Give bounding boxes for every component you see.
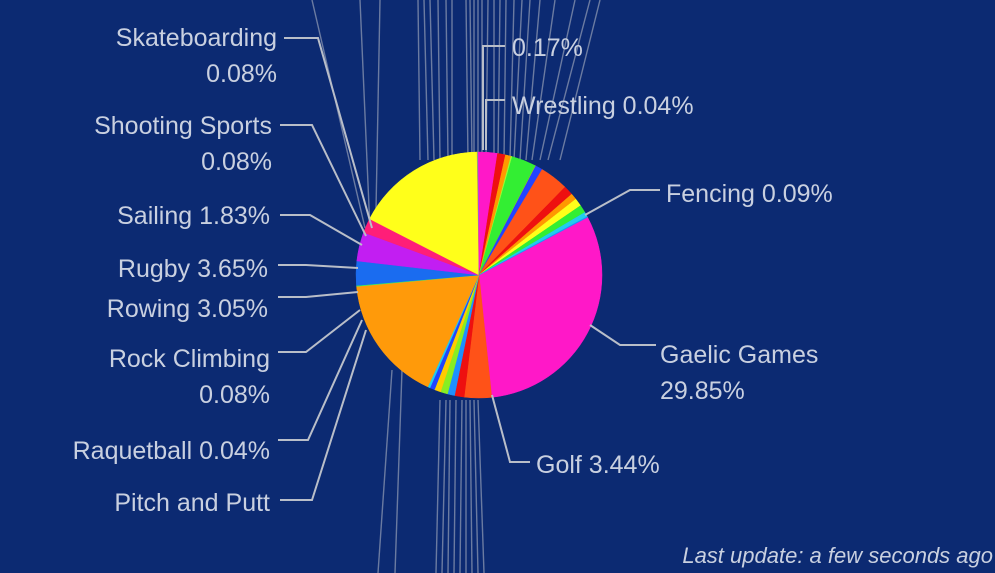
slice-label-gaelic-games: Gaelic Games 29.85%	[660, 337, 818, 409]
slice-label-name: Gaelic Games	[660, 341, 819, 369]
leader-line-skateboarding	[284, 37, 373, 229]
leader-line-rugby	[278, 264, 359, 269]
background-guide-line	[525, 0, 541, 161]
slice-label-golf: Golf 3.44%	[536, 451, 660, 479]
background-guide-line	[429, 0, 435, 161]
background-guide-line	[473, 399, 479, 573]
leader-line-rowing	[278, 291, 359, 298]
background-guide-line	[435, 399, 441, 573]
pie-slice-slice-8[interactable]	[356, 274, 480, 388]
leader-line-rock-climbing	[278, 309, 361, 353]
background-guide-line	[417, 0, 421, 161]
leader-line-wrestling	[485, 99, 505, 150]
background-guide-line	[497, 0, 501, 161]
background-guide-line	[437, 0, 441, 161]
leader-line-value-20	[482, 45, 505, 150]
slice-label-pitch-and-putt: Pitch and Putt	[114, 489, 270, 517]
slice-label-rugby: Rugby 3.65%	[117, 255, 268, 283]
slice-label-value: 0.08%	[201, 148, 272, 176]
background-guide-line	[539, 0, 576, 161]
background-guide-line	[453, 399, 457, 573]
slice-label-name: Rock Climbing	[108, 345, 270, 373]
background-guide-line	[359, 0, 371, 231]
background-guide-line	[377, 369, 393, 573]
slice-label-value: 29.85%	[660, 377, 745, 405]
label-leader-lines	[278, 37, 660, 501]
slice-label-shooting-sports: Shooting Sports 0.08%	[94, 108, 272, 180]
background-guide-line	[469, 0, 473, 161]
background-guide-line	[531, 0, 556, 161]
leader-line-raquetball	[278, 319, 363, 441]
background-guide-line	[447, 399, 451, 573]
background-guide-line	[375, 0, 381, 211]
slice-label-value: 0.08%	[199, 381, 270, 409]
slice-label-name: Skateboarding	[115, 24, 277, 52]
leader-line-shooting-sports	[280, 124, 367, 237]
background-guide-line	[311, 0, 366, 229]
background-guide-line	[469, 399, 473, 573]
slice-label-name: Shooting Sports	[94, 112, 272, 140]
leader-line-fencing	[584, 189, 660, 216]
pie-slice-gaelic-games[interactable]	[478, 216, 603, 398]
leader-line-sailing	[280, 214, 363, 246]
background-leader-lines	[311, 0, 601, 573]
slice-label-wrestling: Wrestling 0.04%	[512, 92, 694, 120]
background-guide-line	[465, 0, 469, 161]
background-guide-line	[519, 0, 531, 161]
leader-line-gaelic-games	[589, 324, 656, 346]
pie-slice-fencing[interactable]	[478, 216, 588, 276]
slice-label-rowing: Rowing 3.05%	[106, 295, 268, 323]
slice-label-skateboarding: Skateboarding 0.08%	[116, 20, 277, 92]
background-guide-line	[423, 0, 429, 161]
slice-label-rock-climbing: Rock Climbing 0.08%	[109, 341, 270, 413]
background-guide-line	[547, 0, 591, 161]
leader-line-pitch-and-putt	[280, 329, 367, 501]
background-guide-line	[445, 0, 449, 161]
slice-label-value-20: 0.17%	[512, 34, 583, 62]
pie-slices	[355, 151, 603, 399]
slice-label-raquetball: Raquetball 0.04%	[72, 437, 270, 465]
leader-line-golf	[491, 394, 530, 463]
background-guide-line	[441, 399, 447, 573]
background-guide-line	[477, 399, 485, 573]
background-guide-line	[459, 399, 463, 573]
background-guide-line	[394, 369, 403, 573]
slice-label-value: 0.08%	[206, 60, 277, 88]
pie-slice-slice-14[interactable]	[369, 151, 480, 276]
slice-label-sailing: Sailing 1.83%	[117, 202, 270, 230]
slice-label-fencing: Fencing 0.09%	[666, 180, 833, 208]
last-update-text: Last update: a few seconds ago	[682, 543, 993, 568]
background-guide-line	[559, 0, 601, 161]
background-guide-line	[503, 0, 507, 161]
background-guide-line	[513, 0, 523, 161]
background-guide-line	[509, 0, 515, 161]
